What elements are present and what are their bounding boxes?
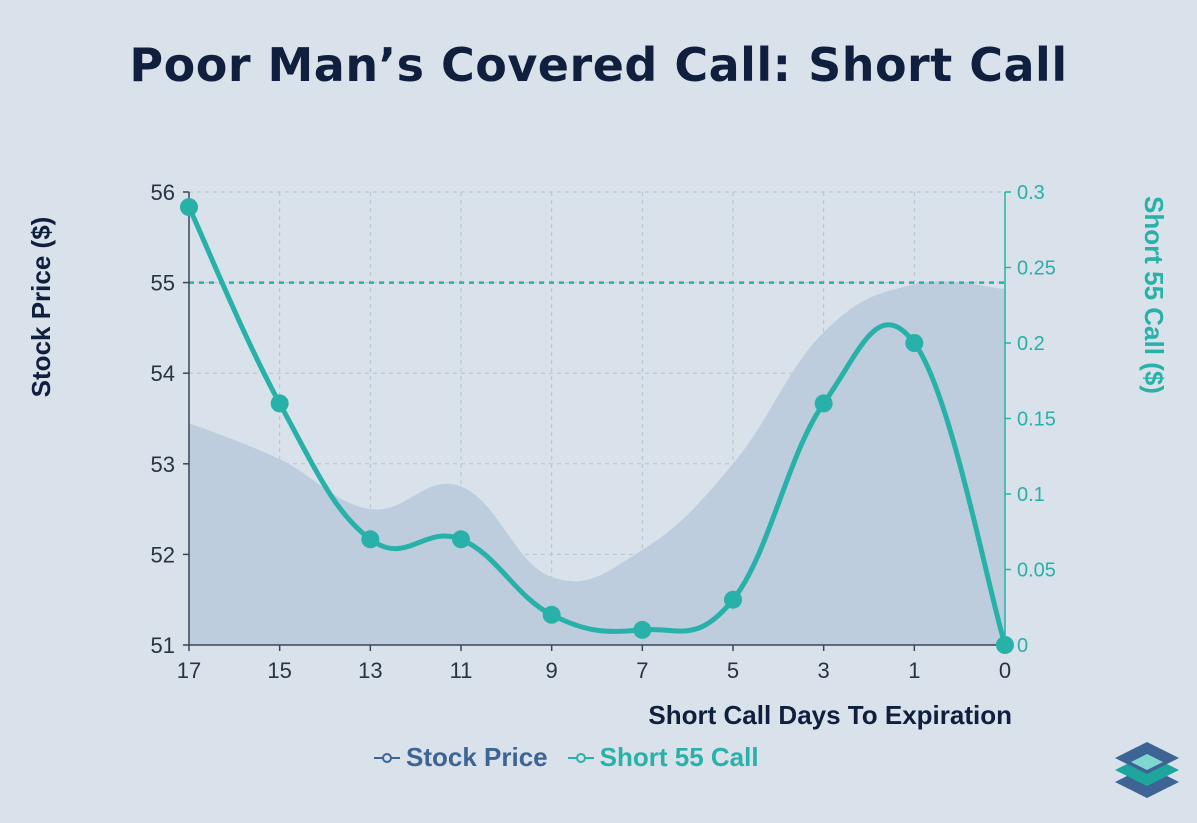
- y-right-tick-label: 0.25: [1017, 258, 1056, 280]
- x-tick-label: 5: [727, 658, 739, 683]
- short-call-line: [186, 204, 1008, 648]
- x-tick-label: 7: [636, 658, 648, 683]
- y-right-tick-label: 0: [1017, 635, 1028, 657]
- x-tick-label: 3: [818, 658, 830, 683]
- y-left-tick-label: 56: [151, 180, 175, 205]
- chart-title: Poor Man’s Covered Call: Short Call: [129, 38, 1068, 92]
- short-call-point: [270, 394, 289, 413]
- y-left-tick-label: 52: [151, 542, 175, 567]
- y-left-tick-label: 51: [151, 633, 175, 658]
- short-call-point: [724, 590, 742, 609]
- y-right-tick-label: 0.2: [1017, 333, 1045, 355]
- y-left-tick-label: 53: [151, 452, 175, 477]
- y-right-tick-label: 0.3: [1017, 182, 1045, 204]
- x-tick-label: 0: [999, 658, 1011, 683]
- y-right-tick-label: 0.15: [1017, 409, 1056, 431]
- short-call-point: [814, 394, 833, 413]
- legend-marker-icon: [374, 752, 400, 763]
- y-left-tick-label: 54: [151, 361, 175, 386]
- legend-item-stock-price[interactable]: Stock Price: [374, 742, 548, 773]
- short-call-line-layer: [180, 198, 1014, 654]
- short-call-point: [633, 620, 652, 639]
- stock-price-area: [189, 281, 1005, 645]
- stock-price-area-layer: [189, 281, 1005, 645]
- x-tick-label: 1: [908, 658, 920, 683]
- legend-label-stock-price: Stock Price: [406, 742, 548, 772]
- x-tick-label: 17: [177, 658, 201, 683]
- short-call-point: [361, 530, 380, 549]
- legend: Stock Price Short 55 Call: [374, 742, 759, 773]
- axes: [183, 191, 1011, 651]
- legend-label-short-call: Short 55 Call: [599, 742, 759, 772]
- short-call-point: [452, 530, 470, 549]
- x-tick-label: 15: [267, 658, 291, 683]
- y-left-tick-label: 55: [151, 271, 175, 296]
- short-call-point: [905, 334, 924, 352]
- short-call-point: [996, 636, 1014, 654]
- y-right-tick-label: 0.1: [1017, 484, 1045, 506]
- legend-marker-icon: [567, 752, 594, 763]
- legend-item-short-call[interactable]: Short 55 Call: [567, 742, 759, 773]
- short-call-point: [542, 605, 561, 624]
- y-right-tick-label: 0.05: [1017, 560, 1056, 582]
- x-tick-label: 9: [546, 658, 558, 683]
- short-call-point: [180, 198, 198, 217]
- layers-logo-icon: [1115, 742, 1179, 798]
- y-axis-right-label: Short 55 Call ($): [1139, 196, 1169, 394]
- y-axis-left-label: Stock Price ($): [26, 217, 56, 398]
- x-tick-label: 13: [358, 658, 382, 683]
- x-tick-label: 11: [450, 658, 473, 683]
- x-axis-label: Short Call Days To Expiration: [648, 700, 1012, 730]
